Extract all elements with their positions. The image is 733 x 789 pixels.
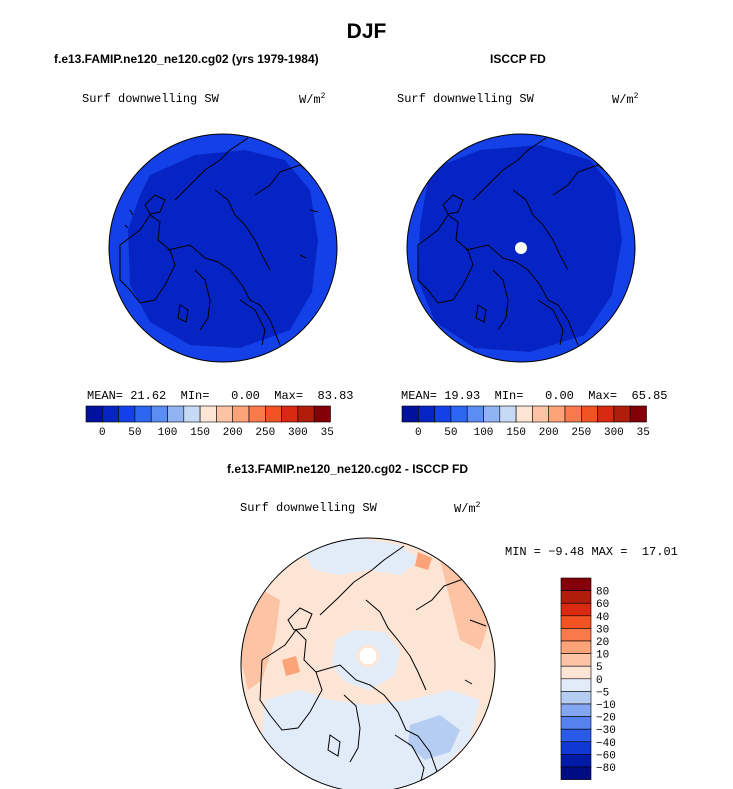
diff-colorbar-tick-label: −40: [596, 738, 616, 750]
obs-colorbar-tick-label: 250: [571, 427, 591, 439]
obs-colorbar-tick-label: 50: [444, 427, 457, 439]
diff-colorbar-tick-label: −10: [596, 700, 616, 712]
obs-colorbar-tick-label: 0: [415, 427, 422, 439]
diff-colorbar-box: [560, 766, 592, 780]
diff-colorbar-box: [560, 741, 592, 755]
obs-variable-label: Surf downwelling SW: [397, 92, 534, 106]
model-stats: MEAN= 21.62 MIn= 0.00 Max= 83.83: [87, 389, 354, 403]
obs-colorbar-box: [629, 405, 647, 423]
diff-colorbar-box: [560, 577, 592, 591]
diff-colorbar-box: [560, 716, 592, 730]
diff-colorbar-tick-label: 80: [596, 587, 609, 599]
diff-colorbar-tick-label: 5: [596, 662, 603, 674]
diff-colorbar-box: [560, 678, 592, 692]
diff-colorbar-box: [560, 640, 592, 654]
figure-title: DJF: [346, 20, 387, 43]
diff-variable-label: Surf downwelling SW: [240, 501, 377, 515]
model-colorbar-tick-label: 250: [255, 427, 275, 439]
diff-field-neg-bottom: [262, 690, 480, 789]
diff-colorbar-box: [560, 653, 592, 667]
obs-colorbar: 0 50 100 150 200 250 300 350: [401, 405, 650, 439]
model-colorbar-tick-label: 350: [321, 427, 334, 439]
model-colorbar: 0 50 100 150 200 250 300 350: [85, 405, 334, 439]
obs-case-title: ISCCP FD: [490, 52, 546, 66]
diff-field-neg-top: [300, 538, 420, 575]
diff-colorbar-tick-label: 60: [596, 599, 609, 611]
diff-colorbar-tick-label: 0: [596, 675, 603, 687]
model-colorbar-tick-label: 300: [288, 427, 308, 439]
obs-colorbar-tick-label: 300: [604, 427, 624, 439]
diff-colorbar-tick-label: 30: [596, 624, 609, 636]
diff-colorbar-tick-label: −30: [596, 725, 616, 737]
obs-colorbar-tick-label: 200: [539, 427, 559, 439]
model-colorbar-tick-label: 0: [99, 427, 106, 439]
diff-colorbar-tick-label: −5: [596, 687, 609, 699]
model-units-label: W/m2: [299, 92, 326, 107]
obs-colorbar-tick-label: 150: [506, 427, 526, 439]
diff-colorbar-box: [560, 728, 592, 743]
obs-colorbar-tick-label: 100: [474, 427, 494, 439]
diff-colorbar-tick-label: 40: [596, 612, 609, 624]
model-case-title: f.e13.FAMIP.ne120_ne120.cg02 (yrs 1979-1…: [54, 52, 319, 66]
diff-stats: MIN = −9.48 MAX = 17.01: [505, 545, 678, 559]
model-colorbar-tick-label: 50: [128, 427, 141, 439]
model-polar-map: [108, 133, 338, 363]
obs-stats: MEAN= 19.93 MIn= 0.00 Max= 65.85: [401, 389, 668, 403]
diff-colorbar-tick-label: −20: [596, 713, 616, 725]
diff-colorbar-box: [560, 754, 592, 768]
diff-colorbar-box: [560, 615, 592, 629]
diff-field-neg-strong: [408, 715, 460, 760]
diff-colorbar-tick-label: 10: [596, 650, 609, 662]
diff-colorbar-box: [560, 691, 592, 705]
diff-colorbar-tick-label: −80: [596, 763, 616, 775]
diff-case-title: f.e13.FAMIP.ne120_ne120.cg02 - ISCCP FD: [227, 462, 469, 476]
diff-colorbar-box: [560, 665, 592, 680]
diff-colorbar-box: [560, 628, 592, 642]
model-variable-label: Surf downwelling SW: [82, 92, 219, 106]
diff-colorbar-box: [560, 602, 592, 617]
diff-pole-missing: [356, 644, 380, 668]
diff-coastlines: [259, 545, 487, 786]
obs-colorbar-tick-label: 350: [637, 427, 650, 439]
diff-colorbar-tick-label: 20: [596, 637, 609, 649]
obs-pole-missing: [515, 242, 527, 254]
model-colorbar-tick-label: 150: [190, 427, 210, 439]
model-colorbar-tick-label: 100: [158, 427, 178, 439]
obs-units-label: W/m2: [612, 92, 639, 107]
diff-colorbar-box: [560, 703, 592, 717]
diff-units-label: W/m2: [454, 501, 481, 516]
diff-colorbar-tick-label: −60: [596, 750, 616, 762]
diff-colorbar-box: [560, 590, 592, 604]
model-colorbar-box: [313, 405, 331, 423]
model-colorbar-tick-label: 200: [223, 427, 243, 439]
